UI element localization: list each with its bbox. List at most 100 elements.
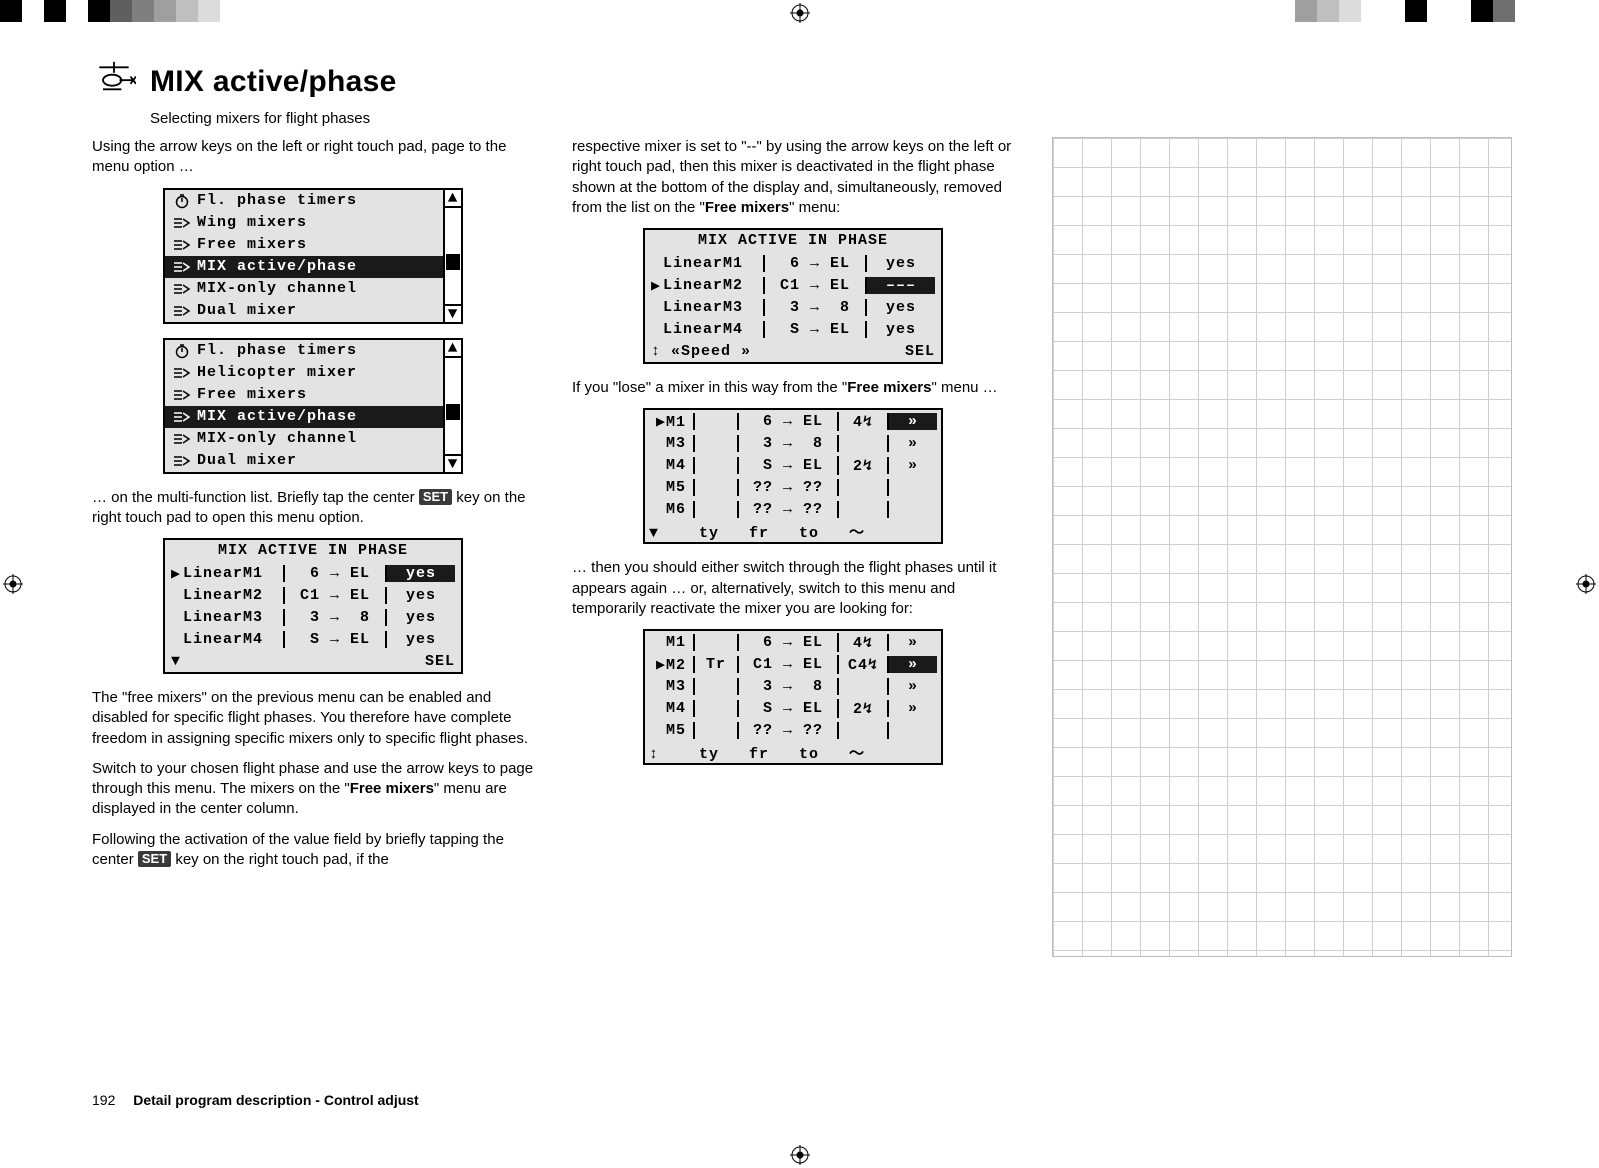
free-switch: 4↯ <box>837 633 887 652</box>
mix-value[interactable]: yes <box>867 321 935 338</box>
free-mixer-row[interactable]: M4 S → EL2↯» <box>645 697 941 719</box>
free-go[interactable]: » <box>887 678 937 695</box>
scrollbar[interactable]: ▲ ▼ <box>443 340 461 472</box>
menu-item[interactable]: MIX-only channel <box>165 278 443 300</box>
free-go[interactable]: » <box>887 435 937 452</box>
free-mixer-row[interactable]: M1 6 → EL4↯» <box>645 631 941 653</box>
scroll-thumb[interactable] <box>446 254 460 270</box>
mix-row[interactable]: LinearM3 3 → 8yes <box>645 296 941 318</box>
scroll-down-icon[interactable]: ▼ <box>445 304 461 322</box>
menu-item[interactable]: Free mixers <box>165 234 443 256</box>
free-type: Tr <box>693 656 737 673</box>
menu-item[interactable]: Helicopter mixer <box>165 362 443 384</box>
mix-row[interactable]: ▶LinearM2C1 → EL––– <box>645 274 941 296</box>
color-swatch <box>1295 0 1317 22</box>
lcd-footer: ↕ ty fr to 〜 <box>645 741 941 763</box>
scroll-thumb[interactable] <box>446 404 460 420</box>
free-type <box>693 479 737 496</box>
scroll-up-icon[interactable]: ▲ <box>445 190 461 208</box>
free-switch: 2↯ <box>837 456 887 475</box>
col2-para-1: respective mixer is set to "--" by using… <box>572 137 1014 218</box>
color-swatch <box>1339 0 1361 22</box>
para-3: The "free mixers" on the previous menu c… <box>92 688 534 749</box>
cursor-icon: M3 <box>649 435 693 452</box>
mix-value[interactable]: yes <box>387 565 455 582</box>
mix-name: LinearM2 <box>663 277 763 294</box>
reg-target-top <box>789 2 811 24</box>
menu-item[interactable]: Dual mixer <box>165 450 443 472</box>
free-switch: 4↯ <box>837 412 887 431</box>
free-switch: 2↯ <box>837 699 887 718</box>
mix-row[interactable]: ▶LinearM1 6 → ELyes <box>165 562 461 584</box>
free-mixer-row[interactable]: M6 ?? → ?? <box>645 498 941 520</box>
color-swatch <box>1493 0 1515 22</box>
color-swatch <box>1515 0 1537 22</box>
free-go[interactable]: » <box>887 700 937 717</box>
scroll-down-icon[interactable]: ▼ <box>445 454 461 472</box>
mix-row[interactable]: LinearM2C1 → ELyes <box>165 584 461 606</box>
free-go[interactable]: » <box>887 634 937 651</box>
lcd-footer: ↕ «Speed »SEL <box>645 340 941 362</box>
free-go[interactable]: » <box>887 457 937 474</box>
cursor-icon: M3 <box>649 678 693 695</box>
mix-row[interactable]: LinearM4 S → ELyes <box>645 318 941 340</box>
reg-target-bottom <box>789 1144 811 1166</box>
free-map: 6 → EL <box>737 634 837 651</box>
mix-map: S → EL <box>283 631 387 648</box>
free-mixer-row[interactable]: M3 3 → 8 » <box>645 432 941 454</box>
mix-map: C1 → EL <box>283 587 387 604</box>
free-go[interactable]: » <box>887 656 937 673</box>
mix-value[interactable]: yes <box>387 609 455 626</box>
free-mixer-row[interactable]: M4 S → EL2↯» <box>645 454 941 476</box>
scrollbar[interactable]: ▲ ▼ <box>443 190 461 322</box>
menu-item[interactable]: MIX active/phase <box>165 256 443 278</box>
scroll-track[interactable] <box>445 208 461 304</box>
para-4: Switch to your chosen flight phase and u… <box>92 759 534 820</box>
cursor-icon <box>171 609 183 626</box>
mix-value[interactable]: yes <box>867 255 935 272</box>
mix-value[interactable]: ––– <box>867 277 935 294</box>
free-go[interactable] <box>887 722 937 739</box>
free-mixer-row[interactable]: M5 ?? → ?? <box>645 476 941 498</box>
cursor-icon: ▶ <box>171 564 183 583</box>
free-mixer-row[interactable]: ▶M1 6 → EL4↯» <box>645 410 941 432</box>
menu-item-icon <box>171 216 193 230</box>
cursor-icon: M5 <box>649 722 693 739</box>
mix-value[interactable]: yes <box>387 587 455 604</box>
col2-para-3: … then you should either switch through … <box>572 558 1014 619</box>
menu-item-label: Dual mixer <box>193 302 439 319</box>
menu-item[interactable]: MIX-only channel <box>165 428 443 450</box>
mix-row[interactable]: LinearM1 6 → ELyes <box>645 252 941 274</box>
color-swatch <box>1361 0 1383 22</box>
scroll-up-icon[interactable]: ▲ <box>445 340 461 358</box>
mix-value[interactable]: yes <box>387 631 455 648</box>
mix-value[interactable]: yes <box>867 299 935 316</box>
scroll-track[interactable] <box>445 358 461 454</box>
color-swatch <box>220 0 242 22</box>
cursor-icon <box>171 631 183 648</box>
free-go[interactable] <box>887 479 937 496</box>
cursor-icon: M4 <box>649 700 693 717</box>
mix-name: LinearM1 <box>183 565 283 582</box>
free-mixer-row[interactable]: M5 ?? → ?? <box>645 719 941 741</box>
menu-item[interactable]: Fl. phase timers <box>165 190 443 212</box>
color-swatch <box>0 0 22 22</box>
menu-item-label: Fl. phase timers <box>193 192 439 209</box>
menu-item[interactable]: Fl. phase timers <box>165 340 443 362</box>
free-mixer-row[interactable]: ▶M2TrC1 → ELC4↯» <box>645 653 941 675</box>
page-number: 192 <box>92 1092 115 1108</box>
menu-item[interactable]: MIX active/phase <box>165 406 443 428</box>
mix-row[interactable]: LinearM4 S → ELyes <box>165 628 461 650</box>
menu-item[interactable]: Wing mixers <box>165 212 443 234</box>
menu-item[interactable]: Free mixers <box>165 384 443 406</box>
free-mixer-row[interactable]: M3 3 → 8 » <box>645 675 941 697</box>
free-go[interactable] <box>887 501 937 518</box>
cursor-icon <box>651 321 663 338</box>
color-swatch <box>132 0 154 22</box>
mix-map: 6 → EL <box>283 565 387 582</box>
footer-section: Detail program description - Control adj… <box>133 1092 418 1108</box>
free-go[interactable]: » <box>887 413 937 430</box>
menu-item-icon <box>171 410 193 424</box>
mix-row[interactable]: LinearM3 3 → 8yes <box>165 606 461 628</box>
menu-item[interactable]: Dual mixer <box>165 300 443 322</box>
